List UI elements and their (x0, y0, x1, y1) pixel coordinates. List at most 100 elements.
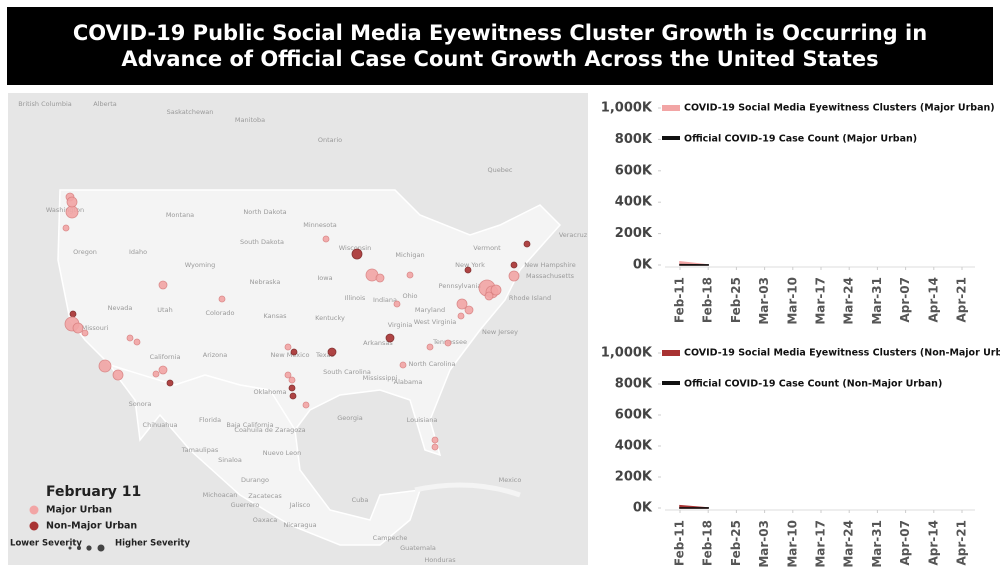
legend-label: Official COVID-19 Case Count (Major Urba… (684, 134, 917, 145)
map-bubble (159, 366, 167, 374)
x-tick-label: Feb-18 (701, 277, 715, 323)
map-label: Zacatecas (248, 492, 282, 500)
map-label: British Columbia (18, 100, 72, 108)
map-label: Nevada (108, 304, 133, 312)
map-label: Oregon (73, 248, 97, 256)
map-label: Virginia (388, 321, 413, 329)
y-tick-label: 400K (615, 195, 653, 210)
map-label: Guatemala (400, 544, 436, 552)
legend-label: Official COVID-19 Case Count (Non-Major … (684, 379, 942, 390)
y-tick-label: 800K (615, 377, 653, 392)
legend-swatch (662, 350, 680, 356)
map-label: Arizona (203, 351, 227, 359)
map-date: February 11 (46, 484, 141, 500)
map-bubble (82, 330, 88, 336)
x-tick-label: Mar-03 (757, 520, 771, 568)
map-label: Georgia (337, 414, 363, 422)
map-bubble (99, 360, 111, 372)
map-label: Ohio (402, 292, 417, 300)
legend-dot (30, 522, 39, 531)
map-bubble (432, 437, 438, 443)
map-label: Idaho (129, 248, 147, 256)
map-bubble (67, 197, 77, 207)
y-tick-label: 200K (615, 226, 653, 241)
map-label: Pennsylvania (439, 282, 482, 290)
map-label: Louisiana (407, 416, 438, 424)
x-tick-label: Apr-14 (926, 520, 940, 565)
map-label: Sonora (129, 400, 152, 408)
map-label: Michoacan (203, 491, 238, 499)
map-label: Oaxaca (253, 516, 278, 524)
map-label: Alabama (394, 378, 423, 386)
map-label: Manitoba (235, 116, 265, 124)
legend-dot (98, 545, 105, 552)
y-tick-label: 0K (633, 501, 653, 516)
title: Advance of Official Case Count Growth Ac… (121, 47, 878, 71)
legend-label: COVID-19 Social Media Eyewitness Cluster… (684, 103, 995, 114)
legend-label: Non-Major Urban (46, 521, 137, 532)
map-bubble (427, 344, 433, 350)
map-label: Montana (166, 211, 194, 219)
map-bubble (328, 348, 336, 356)
map-label: Washington (46, 206, 84, 214)
y-tick-label: 800K (615, 132, 653, 147)
legend-dot (77, 546, 81, 550)
map-bubble (153, 371, 159, 377)
map-label: Sinaloa (218, 456, 242, 464)
map-bubble (289, 377, 295, 383)
map-bubble (167, 380, 173, 386)
map-bubble (134, 339, 140, 345)
legend-label: Lower Severity (10, 539, 82, 549)
map-label: Kansas (263, 312, 287, 320)
map-label: Coahuila de Zaragoza (234, 426, 305, 434)
map-bubble (485, 292, 493, 300)
map-label: Michigan (395, 251, 424, 259)
y-tick-label: 1,000K (601, 101, 653, 116)
map-bubble (458, 313, 464, 319)
map-label: Illinois (345, 294, 366, 302)
map-bubble (285, 372, 291, 378)
x-tick-label: Apr-21 (955, 277, 969, 322)
map-label: Tamaulipas (181, 446, 219, 454)
map-label: Utah (157, 306, 172, 314)
map-label: Cuba (352, 496, 369, 504)
y-tick-label: 400K (615, 439, 653, 454)
map-bubble (394, 301, 400, 307)
x-tick-label: Apr-14 (926, 277, 940, 322)
map-bubble (289, 385, 295, 391)
y-tick-label: 1,000K (601, 346, 653, 361)
map-bubble (509, 271, 519, 281)
x-tick-label: Mar-31 (870, 277, 884, 325)
map-bubble (66, 206, 78, 218)
legend-swatch (662, 105, 680, 111)
map-label: Kentucky (315, 314, 345, 322)
map-bubble (376, 274, 384, 282)
map-bubble (323, 236, 329, 242)
map-label: New Hampshire (524, 261, 575, 269)
map-bubble (219, 296, 225, 302)
map-label: Oklahoma (253, 388, 286, 396)
x-tick-label: Apr-07 (898, 520, 912, 565)
map-label: Mississippi (363, 374, 398, 382)
y-tick-label: 600K (615, 408, 653, 423)
map-bubble (511, 262, 517, 268)
x-tick-label: Feb-25 (729, 277, 743, 323)
map-label: Veracruz (559, 231, 588, 239)
legend-label: Higher Severity (115, 539, 190, 549)
map-label: North Carolina (409, 360, 456, 368)
map-label: Nebraska (250, 278, 281, 286)
map-label: Saskatchewan (167, 108, 214, 116)
x-tick-label: Mar-10 (785, 520, 799, 568)
map-label: Mexico (499, 476, 522, 484)
map-bubble (127, 335, 133, 341)
x-tick-label: Mar-24 (842, 277, 856, 325)
map-bubble (386, 334, 394, 342)
map-label: Alberta (93, 100, 117, 108)
map-label: Florida (199, 416, 221, 424)
x-tick-label: Apr-07 (898, 277, 912, 322)
x-tick-label: Mar-10 (785, 277, 799, 325)
legend-dot (69, 547, 72, 550)
map-bubble (70, 311, 76, 317)
legend-label: COVID-19 Social Media Eyewitness Cluster… (684, 348, 1000, 359)
